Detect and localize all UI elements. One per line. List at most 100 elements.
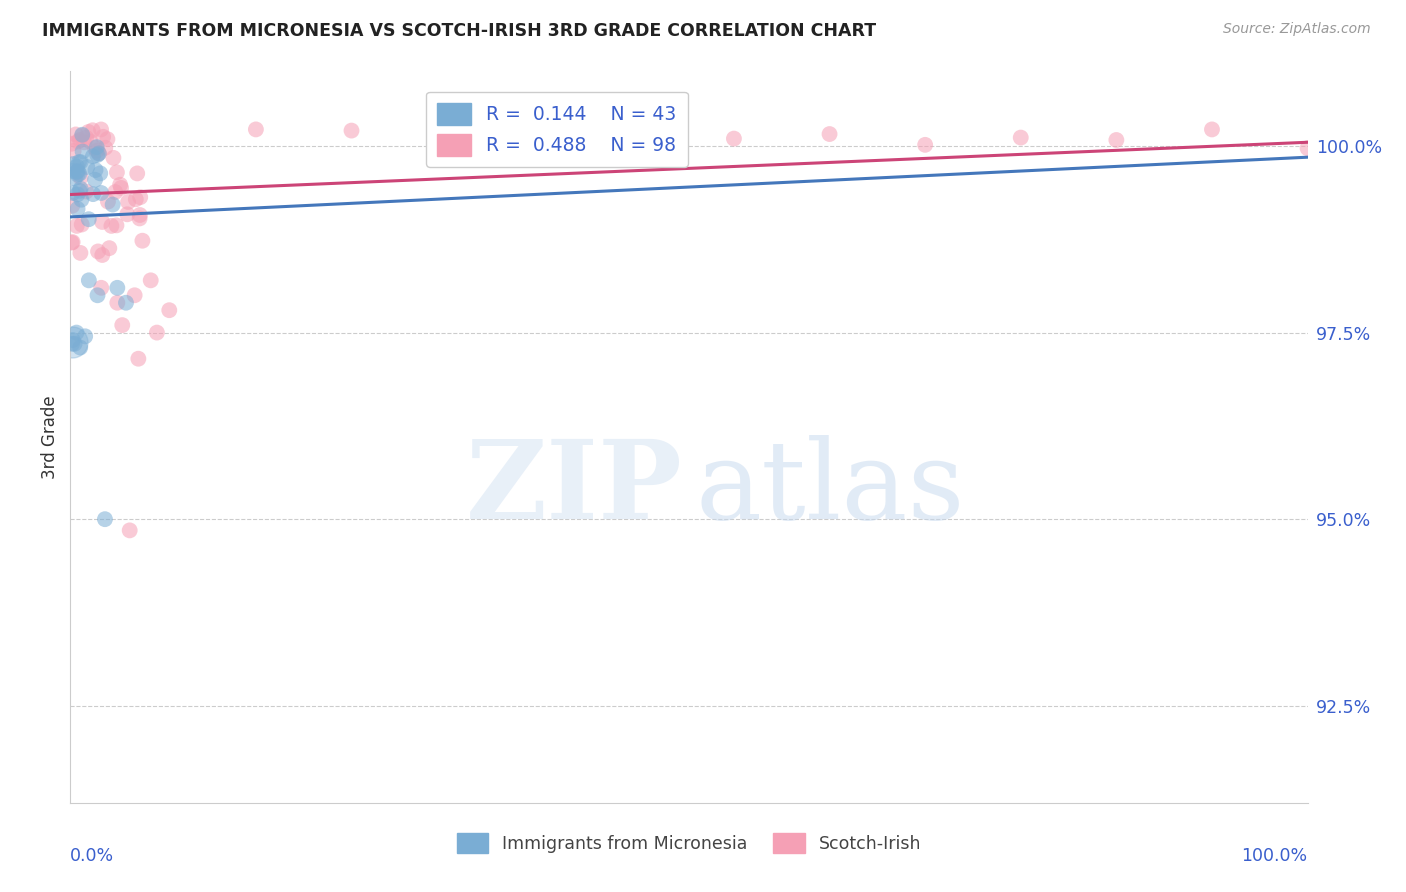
Point	[91, 129, 114, 144]
Point	[146, 326, 169, 340]
Point	[75, 130, 97, 145]
Point	[82, 123, 104, 137]
Point	[67, 167, 90, 181]
Point	[72, 145, 94, 159]
Point	[1105, 133, 1128, 147]
Point	[62, 235, 84, 249]
Point	[69, 155, 91, 169]
Point	[104, 185, 127, 199]
Y-axis label: 3rd Grade: 3rd Grade	[41, 395, 59, 479]
Point	[87, 146, 110, 161]
Point	[436, 143, 458, 157]
Point	[70, 218, 93, 232]
Point	[65, 165, 87, 179]
Point	[98, 241, 121, 255]
Point	[84, 173, 107, 187]
Point	[62, 333, 84, 347]
Point	[62, 157, 84, 171]
Point	[66, 187, 89, 202]
Point	[96, 132, 118, 146]
Point	[723, 131, 745, 145]
Point	[101, 197, 124, 211]
Point	[91, 215, 114, 229]
Point	[77, 273, 100, 287]
Point	[110, 181, 132, 195]
Point	[70, 128, 93, 143]
Point	[627, 138, 650, 153]
Point	[103, 151, 125, 165]
Point	[105, 281, 128, 295]
Point	[90, 186, 112, 200]
Point	[117, 194, 139, 209]
Point	[86, 288, 108, 302]
Point	[1296, 141, 1319, 155]
Point	[124, 288, 146, 302]
Point	[73, 136, 96, 150]
Point	[70, 193, 93, 207]
Point	[63, 171, 86, 186]
Point	[60, 199, 83, 213]
Point	[91, 248, 114, 262]
Point	[139, 273, 162, 287]
Text: 100.0%: 100.0%	[1241, 847, 1308, 864]
Text: atlas: atlas	[695, 434, 965, 541]
Point	[82, 149, 104, 163]
Point	[1010, 130, 1032, 145]
Point	[131, 234, 153, 248]
Text: ZIP: ZIP	[465, 434, 683, 541]
Point	[67, 155, 90, 169]
Point	[127, 351, 149, 366]
Point	[115, 207, 138, 221]
Point	[69, 133, 91, 147]
Point	[69, 341, 91, 355]
Point	[108, 178, 131, 192]
Point	[129, 190, 152, 204]
Point	[65, 128, 87, 142]
Point	[66, 160, 89, 174]
Point	[90, 122, 112, 136]
Point	[914, 137, 936, 152]
Point	[63, 336, 86, 351]
Point	[128, 211, 150, 226]
Point	[62, 144, 84, 158]
Point	[531, 138, 554, 153]
Point	[76, 160, 98, 174]
Point	[105, 219, 128, 233]
Point	[66, 135, 89, 149]
Point	[105, 295, 128, 310]
Point	[245, 122, 267, 136]
Point	[128, 208, 150, 222]
Point	[69, 170, 91, 185]
Point	[65, 326, 87, 340]
Point	[66, 202, 89, 216]
Point	[87, 146, 110, 161]
Legend: Immigrants from Micronesia, Scotch-Irish: Immigrants from Micronesia, Scotch-Irish	[450, 826, 928, 860]
Point	[62, 186, 84, 200]
Point	[83, 141, 105, 155]
Point	[77, 212, 100, 227]
Text: 0.0%: 0.0%	[70, 847, 114, 864]
Point	[340, 123, 363, 137]
Point	[115, 295, 138, 310]
Point	[75, 329, 97, 343]
Point	[66, 219, 89, 233]
Point	[86, 148, 108, 162]
Point	[94, 141, 117, 155]
Point	[1201, 122, 1223, 136]
Point	[89, 166, 111, 180]
Point	[69, 182, 91, 196]
Point	[72, 128, 94, 142]
Point	[105, 165, 128, 179]
Point	[94, 512, 117, 526]
Point	[69, 246, 91, 260]
Point	[82, 187, 104, 202]
Point	[818, 127, 841, 141]
Point	[127, 166, 149, 180]
Point	[84, 163, 107, 178]
Point	[66, 164, 89, 178]
Point	[69, 184, 91, 198]
Point	[79, 135, 101, 149]
Point	[87, 244, 110, 259]
Point	[75, 185, 97, 199]
Point	[90, 281, 112, 295]
